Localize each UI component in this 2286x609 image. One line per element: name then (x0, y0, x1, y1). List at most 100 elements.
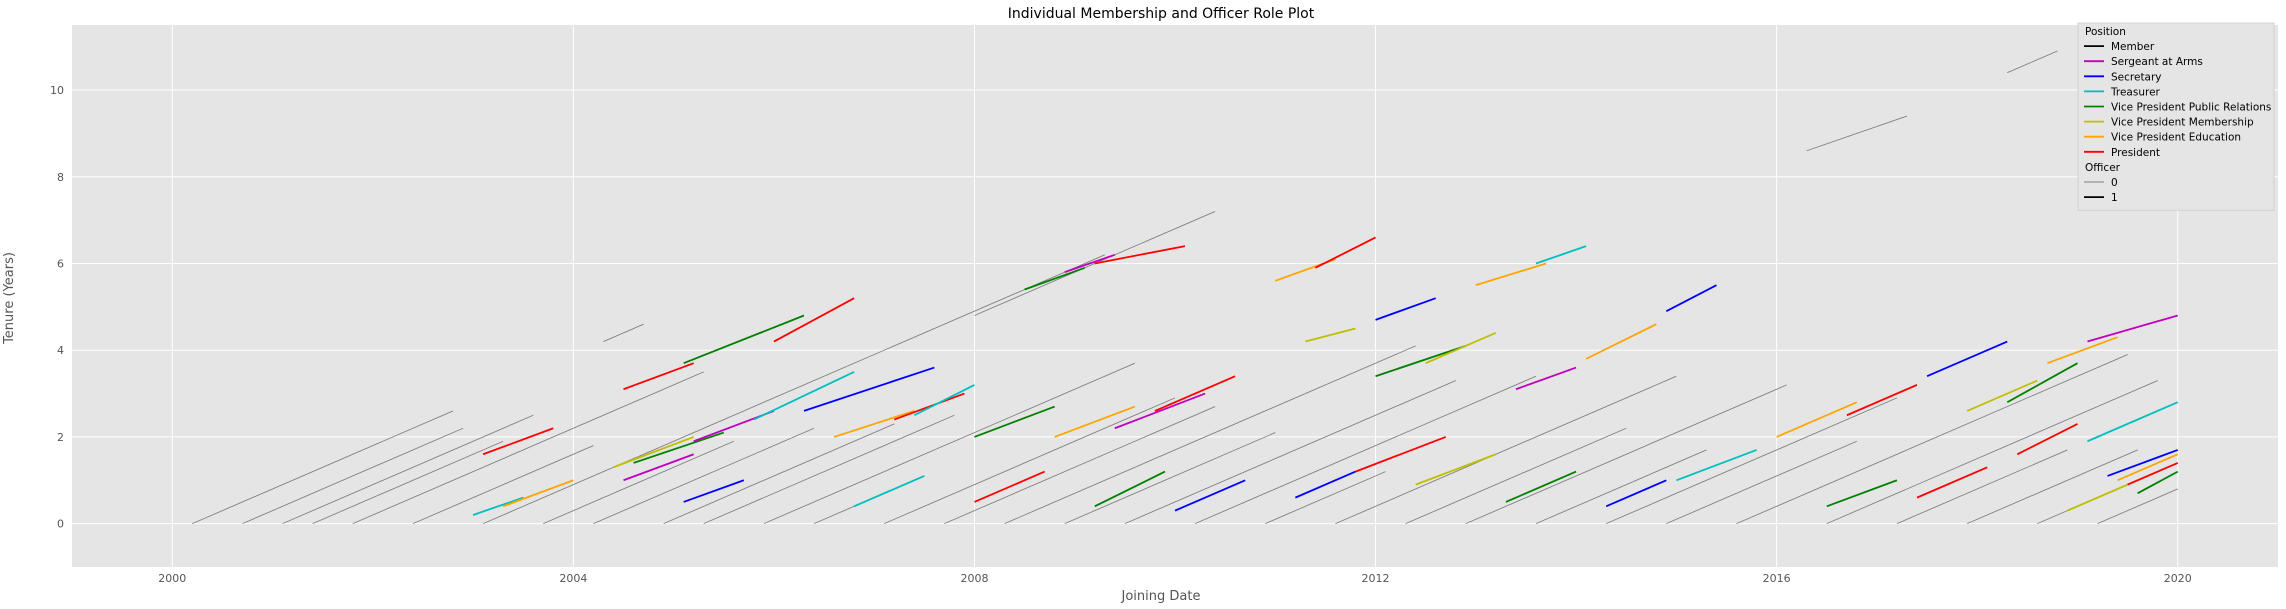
legend-heading: Officer (2085, 162, 2121, 174)
member-line (192, 410, 454, 525)
member-line (1605, 397, 1898, 525)
legend-entry: Vice President Membership (2111, 117, 2254, 129)
legend-entry: 1 (2111, 192, 2118, 204)
member-line (312, 440, 504, 525)
member-line (593, 427, 815, 525)
role-segment (1826, 479, 1898, 508)
role-segment (2107, 449, 2179, 477)
legend-entry: Vice President Public Relations (2111, 102, 2271, 114)
role-segment (633, 431, 725, 464)
x-tick-label: 2012 (1362, 572, 1390, 585)
legend-entry: Member (2111, 41, 2155, 53)
role-segment (1154, 375, 1236, 412)
role-segment (974, 405, 1055, 438)
role-segment (1314, 236, 1376, 269)
member-line (703, 414, 955, 525)
member-line (1124, 380, 1456, 525)
role-segment (853, 475, 925, 508)
member-line (543, 440, 734, 525)
role-segment (1024, 266, 1086, 291)
role-segment (1676, 449, 1757, 482)
member-line (663, 423, 895, 525)
role-segment (1665, 284, 1717, 312)
x-tick-label: 2020 (2164, 572, 2192, 585)
legend-entry: Sergeant at Arms (2111, 56, 2203, 68)
member-line (1405, 427, 1627, 525)
member-line (1465, 384, 1787, 525)
role-segment (1064, 253, 1116, 274)
role-segment (1425, 332, 1497, 365)
role-segment (2067, 483, 2128, 512)
member-line (1535, 449, 1707, 525)
member-line (1966, 449, 2138, 525)
role-segment (1094, 470, 1166, 508)
role-segment (683, 314, 805, 365)
y-tick-label: 4 (57, 344, 64, 357)
role-segment (1355, 436, 1447, 473)
role-segment (2087, 401, 2179, 443)
role-segment (1375, 345, 1467, 378)
role-segment (2127, 462, 2179, 486)
member-line (2007, 50, 2058, 74)
member-line (603, 323, 644, 342)
role-segment (1846, 384, 1918, 417)
role-segment (2006, 362, 2078, 404)
member-line (1896, 449, 2068, 525)
role-segment (893, 392, 965, 421)
legend-entry: President (2111, 147, 2160, 159)
role-segment (1535, 245, 1587, 265)
role-segment (683, 479, 745, 503)
x-axis-ticks: 2000 2004 2008 2012 2016 2020 (158, 572, 2191, 585)
legend-entry: Secretary (2111, 71, 2162, 83)
role-segment (1776, 401, 1858, 438)
role-segment (1415, 453, 1497, 486)
role-segment (974, 470, 1046, 503)
legend: Position Member Sergeant at Arms Secretary T… (2077, 22, 2275, 211)
role-segment (803, 366, 935, 412)
plot-area (72, 25, 2278, 567)
member-line (884, 397, 1176, 525)
member-line (1806, 115, 1908, 152)
role-segment (2137, 470, 2179, 495)
y-tick-label: 2 (57, 431, 64, 444)
member-line (352, 371, 704, 525)
member-line (1826, 380, 2158, 525)
y-axis-ticks: 0 2 4 6 8 10 (50, 84, 64, 531)
member-line (412, 445, 594, 525)
role-segment (2087, 314, 2178, 343)
member-line (282, 414, 534, 525)
role-segment (1375, 297, 1437, 321)
y-tick-label: 6 (57, 257, 64, 270)
role-segment (773, 297, 855, 343)
role-segment (833, 410, 915, 438)
role-segment (613, 436, 695, 469)
role-segment (2047, 336, 2118, 365)
role-segment (1585, 323, 1657, 360)
member-line (1736, 354, 2128, 525)
member-line (1064, 432, 1276, 525)
y-tick-label: 10 (50, 84, 64, 97)
x-tick-label: 2016 (1763, 572, 1791, 585)
member-line (1004, 345, 1416, 525)
legend-entry: Treasurer (2110, 86, 2161, 98)
member-line (482, 254, 1105, 525)
member-line (1194, 375, 1537, 525)
legend-entry: Vice President Education (2111, 132, 2241, 144)
y-tick-label: 0 (57, 518, 64, 531)
y-tick-label: 8 (57, 171, 64, 184)
member-line (763, 362, 1136, 525)
role-segment (1966, 379, 2038, 412)
role-segment (2016, 423, 2078, 456)
role-segment (1174, 479, 1246, 512)
role-segment (1505, 470, 1577, 503)
role-segment (1605, 479, 1667, 508)
legend-box (2077, 22, 2275, 211)
role-segment (472, 496, 524, 516)
role-segment (1305, 327, 1356, 343)
member-line (1265, 471, 1386, 525)
role-segment (623, 453, 695, 482)
member-line (242, 427, 464, 525)
role-segment (1475, 262, 1547, 287)
role-segment (913, 384, 975, 417)
